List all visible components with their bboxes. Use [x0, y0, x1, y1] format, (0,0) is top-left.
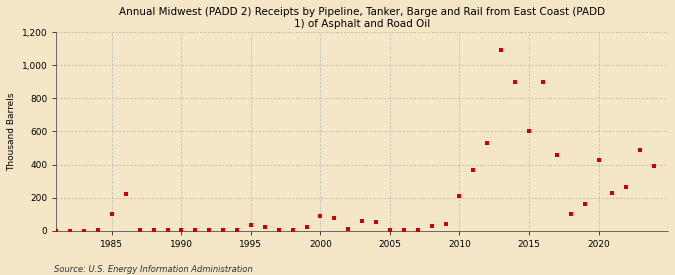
Point: [315, 214, 326, 218]
Point: [579, 202, 590, 207]
Point: [537, 79, 548, 84]
Point: [204, 228, 215, 233]
Point: [259, 225, 270, 230]
Point: [427, 224, 437, 228]
Point: [288, 228, 298, 232]
Point: [635, 147, 646, 152]
Point: [412, 228, 423, 232]
Point: [176, 228, 187, 233]
Point: [246, 223, 256, 227]
Point: [232, 228, 242, 232]
Point: [357, 219, 368, 223]
Point: [273, 228, 284, 232]
Point: [398, 228, 409, 232]
Point: [190, 228, 200, 233]
Point: [496, 48, 507, 53]
Point: [329, 215, 340, 220]
Point: [218, 228, 229, 233]
Point: [162, 228, 173, 233]
Point: [510, 79, 520, 84]
Point: [607, 191, 618, 195]
Point: [148, 228, 159, 233]
Point: [593, 157, 604, 162]
Point: [566, 212, 576, 216]
Point: [51, 229, 61, 233]
Point: [134, 228, 145, 232]
Point: [120, 192, 131, 197]
Point: [371, 219, 381, 224]
Point: [440, 222, 451, 226]
Point: [301, 225, 312, 230]
Point: [524, 129, 535, 134]
Text: Source: U.S. Energy Information Administration: Source: U.S. Energy Information Administ…: [54, 265, 252, 274]
Point: [92, 228, 103, 233]
Point: [551, 152, 562, 157]
Point: [107, 212, 117, 216]
Point: [65, 229, 76, 233]
Y-axis label: Thousand Barrels: Thousand Barrels: [7, 92, 16, 171]
Title: Annual Midwest (PADD 2) Receipts by Pipeline, Tanker, Barge and Rail from East C: Annual Midwest (PADD 2) Receipts by Pipe…: [119, 7, 605, 29]
Point: [468, 168, 479, 172]
Point: [649, 164, 659, 168]
Point: [79, 229, 90, 233]
Point: [385, 228, 396, 232]
Point: [621, 185, 632, 189]
Point: [482, 141, 493, 145]
Point: [343, 227, 354, 231]
Point: [454, 194, 465, 198]
